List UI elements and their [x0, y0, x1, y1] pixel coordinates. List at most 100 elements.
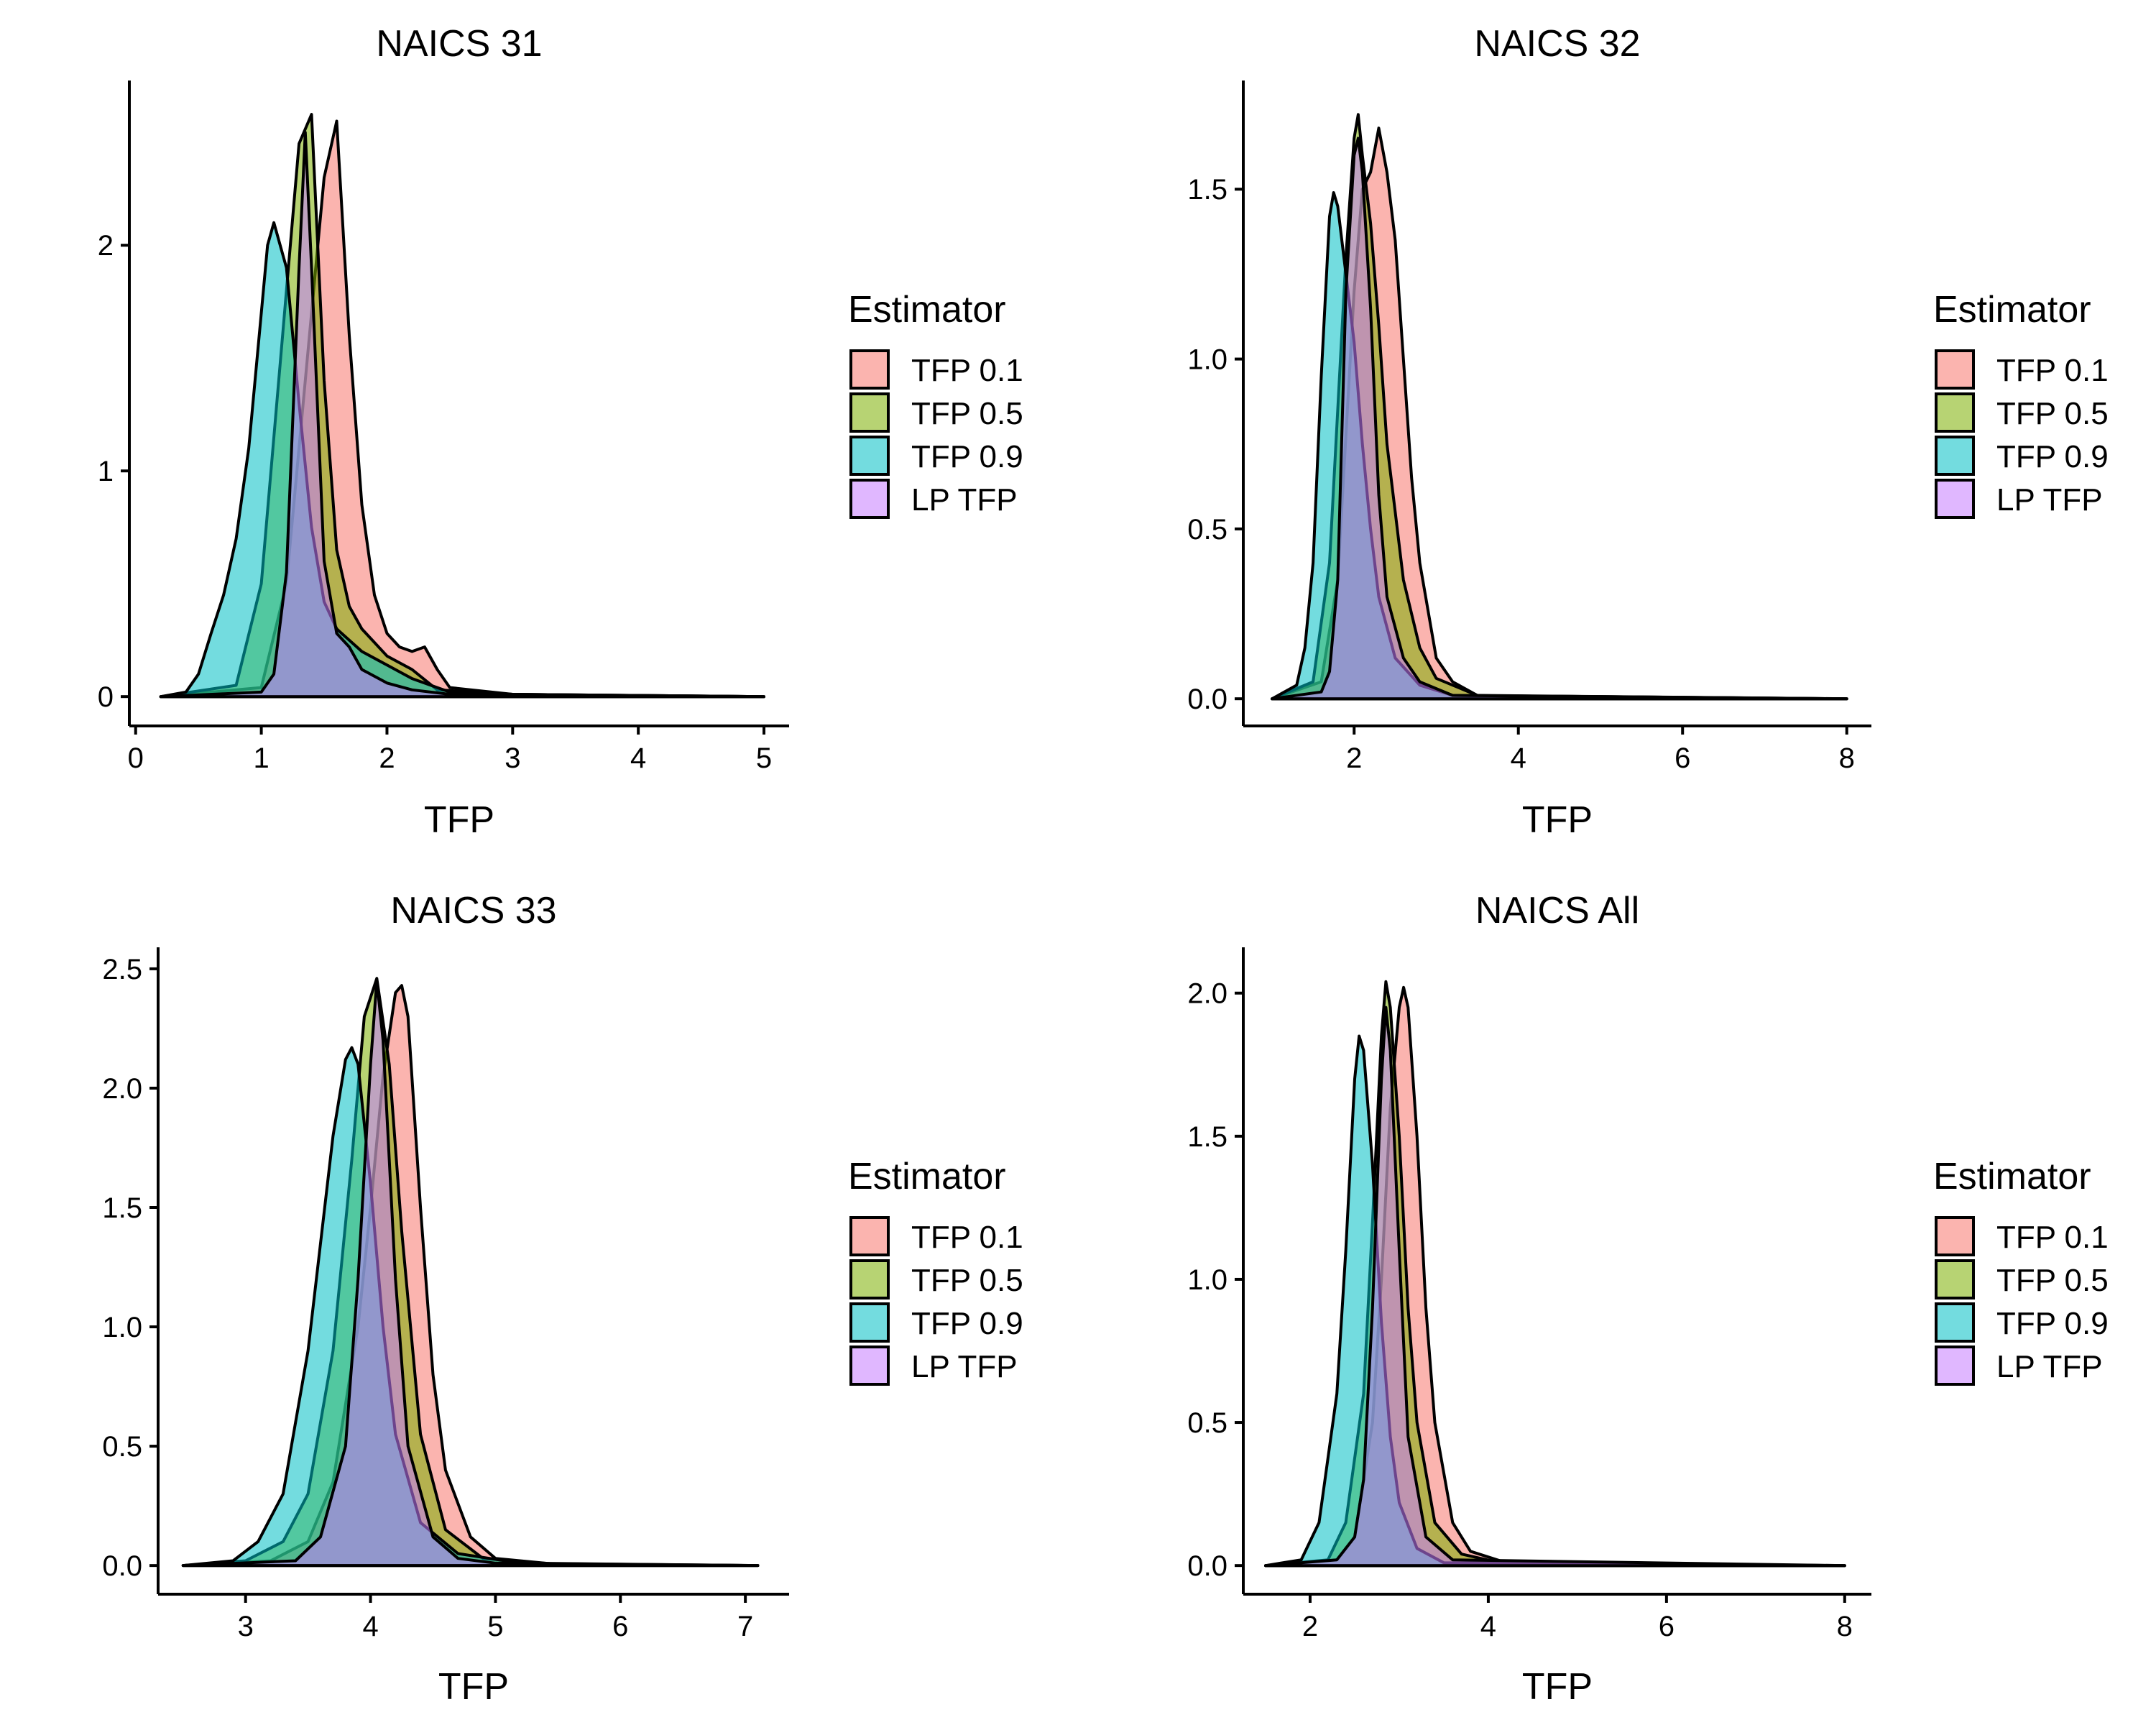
y-tick-label: 0 — [98, 681, 114, 713]
density-lp-tfp — [159, 131, 765, 699]
density-areas — [1264, 980, 1846, 1568]
legend-key-swatch — [1935, 436, 1975, 476]
legend-key-label: TFP 0.1 — [911, 1220, 1023, 1255]
density-areas — [159, 113, 765, 699]
density-areas — [181, 977, 760, 1568]
legend-key-swatch — [849, 392, 890, 433]
legend-key-label: TFP 0.9 — [1996, 1306, 2109, 1341]
legend-key-swatch — [1935, 1302, 1975, 1343]
legend-key-swatch — [849, 1302, 890, 1343]
density-lp-tfp — [181, 979, 760, 1568]
y-tick-label: 1.5 — [102, 1192, 142, 1224]
x-axis-title: TFP — [1522, 1666, 1593, 1708]
legend-key-swatch — [849, 1346, 890, 1386]
legend-key-swatch — [849, 436, 890, 476]
x-tick-label: 4 — [1480, 1611, 1496, 1642]
x-tick-label: 8 — [1839, 742, 1855, 774]
x-tick-label: 3 — [238, 1611, 254, 1642]
y-tick-label: 1.0 — [1187, 344, 1227, 376]
density-tfp-0-9 — [181, 1046, 760, 1568]
legend-key-label: LP TFP — [1996, 482, 2103, 518]
x-tick-label: 5 — [487, 1611, 503, 1642]
y-tick-label: 1.0 — [1187, 1264, 1227, 1296]
legend-key-label: LP TFP — [1996, 1349, 2103, 1384]
legend: Estimator TFP 0.1 TFP 0.5 TFP 0.9 LP TFP — [848, 1156, 1023, 1386]
legend-key-swatch — [849, 1216, 890, 1256]
density-tfp-0-1 — [181, 984, 760, 1568]
panel-title: NAICS 32 — [1474, 23, 1640, 65]
legend-key-label: LP TFP — [911, 482, 1018, 518]
legend-key-label: TFP 0.5 — [911, 396, 1023, 431]
x-tick-label: 4 — [1511, 742, 1526, 774]
y-tick-label: 2 — [98, 230, 114, 262]
x-tick-label: 6 — [1659, 1611, 1674, 1642]
legend-key-swatch — [1935, 1259, 1975, 1300]
legend-key-swatch — [849, 479, 890, 519]
y-tick-label: 1.5 — [1187, 1121, 1227, 1153]
legend-key-swatch — [1935, 479, 1975, 519]
x-tick-label: 3 — [505, 742, 520, 774]
density-tfp-0-9 — [1264, 1034, 1846, 1568]
x-tick-label: 1 — [253, 742, 269, 774]
x-axis-title: TFP — [424, 799, 494, 841]
legend-key-swatch — [1935, 349, 1975, 390]
legend-key-swatch — [849, 349, 890, 390]
legend-title: Estimator — [1933, 1156, 2091, 1197]
y-tick-label: 2.0 — [1187, 978, 1227, 1010]
legend-title: Estimator — [848, 289, 1006, 331]
legend-key-label: TFP 0.1 — [911, 353, 1023, 388]
legend-key-label: TFP 0.9 — [1996, 439, 2109, 474]
density-tfp-0-9 — [159, 221, 765, 699]
legend-key-swatch — [1935, 392, 1975, 433]
panel-3: NAICS 33 3 4 5 6 7 0.0 0.5 1.0 1.5 2.0 2.5 TFP Estima… — [102, 890, 1023, 1708]
panel-title: NAICS 33 — [390, 890, 556, 932]
x-tick-label: 4 — [630, 742, 646, 774]
x-tick-label: 0 — [128, 742, 144, 774]
legend-title: Estimator — [848, 1156, 1006, 1197]
x-tick-label: 2 — [1346, 742, 1362, 774]
legend: Estimator TFP 0.1 TFP 0.5 TFP 0.9 LP TFP — [848, 289, 1023, 519]
y-tick-label: 1.5 — [1187, 174, 1227, 206]
legend-key-swatch — [849, 1259, 890, 1300]
x-tick-label: 4 — [362, 1611, 378, 1642]
x-tick-label: 2 — [379, 742, 395, 774]
x-tick-label: 8 — [1837, 1611, 1853, 1642]
legend: Estimator TFP 0.1 TFP 0.5 TFP 0.9 LP TFP — [1933, 1156, 2109, 1386]
legend-key-label: TFP 0.1 — [1996, 1220, 2109, 1255]
panel-title: NAICS 31 — [376, 23, 542, 65]
legend-key-label: TFP 0.5 — [1996, 1263, 2109, 1298]
y-tick-label: 0.5 — [1187, 514, 1227, 546]
legend-title: Estimator — [1933, 289, 2091, 331]
panel-2: NAICS 32 2 4 6 8 0.0 0.5 1.0 1.5 TFP Estimator TFP … — [1187, 23, 2108, 841]
panel-1: NAICS 31 0 1 2 3 4 5 0 1 2 TFP Estimator TFP 0.1 TFP … — [98, 23, 1023, 841]
y-tick-label: 0.0 — [1187, 684, 1227, 715]
legend-key-label: TFP 0.1 — [1996, 353, 2109, 388]
panel-4: NAICS All 2 4 6 8 0.0 0.5 1.0 1.5 2.0 TFP Estimator… — [1187, 890, 2108, 1708]
x-tick-label: 6 — [612, 1611, 628, 1642]
legend-key-label: TFP 0.5 — [1996, 396, 2109, 431]
legend-key-label: LP TFP — [911, 1349, 1018, 1384]
x-tick-label: 5 — [756, 742, 772, 774]
density-areas — [1271, 113, 1848, 701]
legend-key-swatch — [1935, 1346, 1975, 1386]
legend-key-label: TFP 0.9 — [911, 439, 1023, 474]
legend-key-swatch — [1935, 1216, 1975, 1256]
y-tick-label: 0.5 — [102, 1431, 142, 1463]
x-tick-label: 7 — [737, 1611, 753, 1642]
panel-title: NAICS All — [1475, 890, 1639, 932]
x-axis-title: TFP — [438, 1666, 509, 1708]
y-tick-label: 1.0 — [102, 1312, 142, 1343]
legend-key-label: TFP 0.9 — [911, 1306, 1023, 1341]
density-tfp-0-5 — [181, 977, 760, 1568]
density-lp-tfp — [1271, 137, 1848, 701]
legend-key-label: TFP 0.5 — [911, 1263, 1023, 1298]
density-lp-tfp — [1264, 1006, 1846, 1568]
y-tick-label: 2.5 — [102, 954, 142, 985]
x-tick-label: 6 — [1674, 742, 1690, 774]
y-tick-label: 2.0 — [102, 1073, 142, 1105]
y-tick-label: 0.5 — [1187, 1407, 1227, 1439]
x-tick-label: 2 — [1302, 1611, 1318, 1642]
y-tick-label: 1 — [98, 456, 114, 487]
x-axis-title: TFP — [1522, 799, 1593, 841]
